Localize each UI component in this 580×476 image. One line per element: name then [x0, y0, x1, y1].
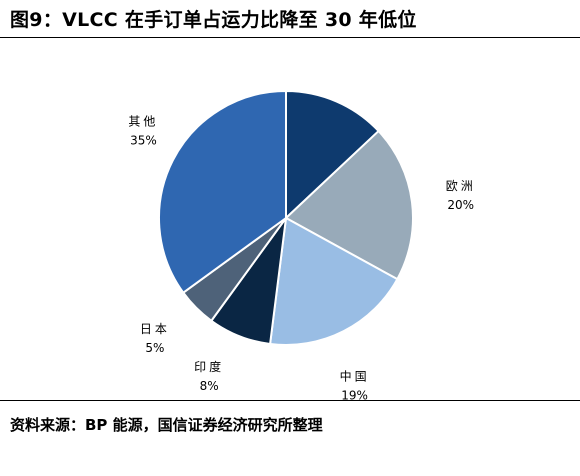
slice-name-label: 中国 — [340, 369, 370, 384]
slice-name-label: 印度 — [194, 359, 224, 374]
pie-slice — [269, 217, 399, 346]
pie-slice — [158, 90, 287, 294]
pie-slice — [285, 130, 414, 281]
title-rule — [0, 37, 580, 38]
slice-name-label: 欧洲 — [446, 179, 476, 193]
source-rule — [0, 400, 580, 401]
slice-percent-label: 19% — [341, 389, 368, 400]
pie-slice — [285, 90, 380, 219]
slice-percent-label: 5% — [145, 341, 164, 355]
slice-percent-label: 20% — [447, 198, 474, 212]
slice-name-label: 其他 — [128, 114, 158, 128]
figure-title: 图9：VLCC 在手订单占运力比降至 30 年低位 — [10, 9, 417, 31]
pie-slices — [158, 90, 414, 346]
slice-percent-label: 35% — [130, 133, 157, 147]
figure-source: 资料来源：BP 能源，国信证券经济研究所整理 — [10, 416, 323, 434]
slice-percent-label: 8% — [200, 379, 219, 393]
slice-name-label: 日本 — [140, 322, 170, 336]
